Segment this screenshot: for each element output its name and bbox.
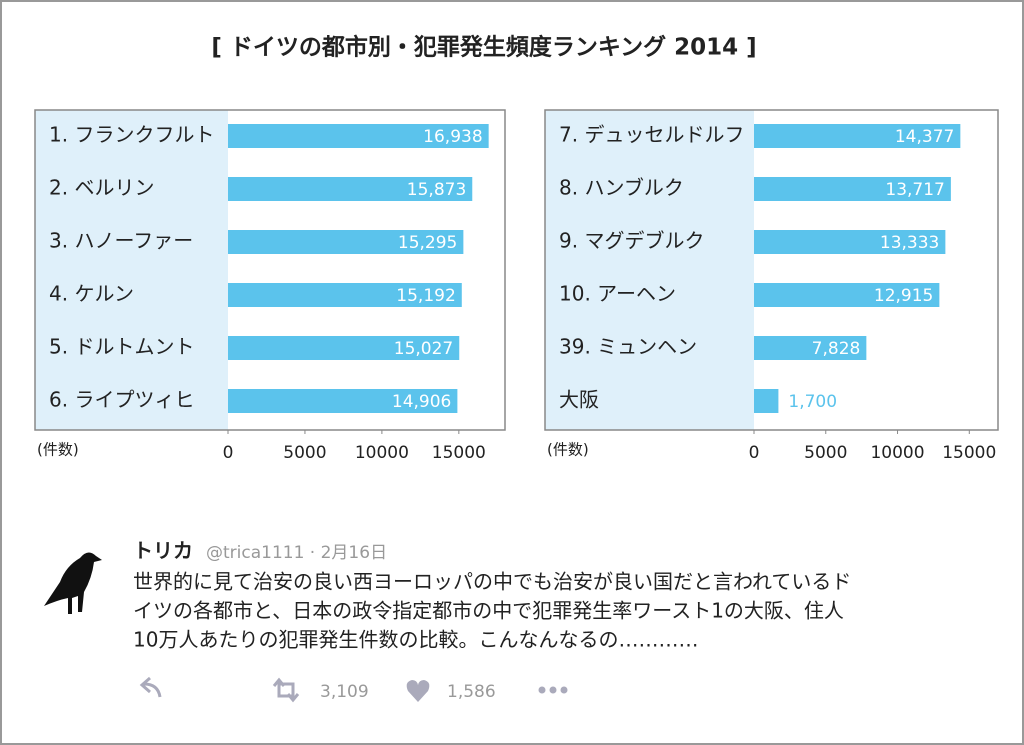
x-tick-label: 5000 <box>283 443 326 463</box>
x-tick-label: 10000 <box>355 443 409 463</box>
x-tick-label: 15000 <box>942 443 996 463</box>
tweet-text: 10万人あたりの犯罪発生件数の比較。こんなんなるの………… <box>133 628 698 652</box>
panel-border <box>34 109 506 431</box>
bar <box>228 230 464 254</box>
tweet-meta[interactable]: @trica1111 · 2月16日 <box>206 543 387 563</box>
tweet-text: 世界的に見て治安の良い西ヨーロッパの中でも治安が良い国だと言われているド <box>133 570 851 594</box>
value-label: 16,938 <box>423 127 482 147</box>
value-label: 13,717 <box>885 180 944 200</box>
x-tick-label: 0 <box>223 443 234 463</box>
like-icon[interactable] <box>406 680 430 702</box>
bar <box>754 283 940 307</box>
retweet-count: 3,109 <box>320 682 369 702</box>
retweet-icon[interactable] <box>272 677 300 703</box>
value-label: 15,027 <box>394 339 453 359</box>
tweet-name[interactable]: トリカ <box>133 539 193 563</box>
x-tick-label: 10000 <box>870 443 924 463</box>
bar <box>228 124 489 148</box>
figure-title: [ ドイツの都市別・犯罪発生頻度ランキング 2014 ] <box>211 34 756 61</box>
bar <box>754 336 867 360</box>
category-label: 10. アーヘン <box>559 282 676 306</box>
category-label: 7. デュッセルドルフ <box>559 123 744 147</box>
like-count: 1,586 <box>447 682 496 702</box>
category-label: 4. ケルン <box>49 282 134 306</box>
value-label: 15,192 <box>396 286 455 306</box>
avatar <box>44 552 102 614</box>
category-label: 3. ハノーファー <box>49 229 193 253</box>
category-label: 大阪 <box>559 388 599 412</box>
value-label: 1,700 <box>788 392 837 412</box>
category-label: 8. ハンブルク <box>559 176 684 200</box>
bar <box>754 177 951 201</box>
x-tick-label: 5000 <box>804 443 847 463</box>
more-icon[interactable] <box>538 686 568 694</box>
bar <box>228 389 458 413</box>
category-label: 39. ミュンヘン <box>559 335 697 359</box>
bar <box>754 124 961 148</box>
category-label: 1. フランクフルト <box>49 123 214 147</box>
category-label: 6. ライプツィヒ <box>49 388 194 412</box>
x-tick-label: 15000 <box>432 443 486 463</box>
bar <box>228 177 473 201</box>
value-label: 13,333 <box>880 233 939 253</box>
panel-border <box>544 109 999 431</box>
x-tick-label: 0 <box>749 443 760 463</box>
bar <box>228 336 460 360</box>
tweet-text: イツの各都市と、日本の政令指定都市の中で犯罪発生率ワースト1の大阪、住人 <box>133 599 844 623</box>
category-label: 5. ドルトムント <box>49 335 194 359</box>
value-label: 12,915 <box>874 286 933 306</box>
value-label: 15,295 <box>398 233 457 253</box>
bar <box>228 283 462 307</box>
value-label: 7,828 <box>812 339 861 359</box>
value-label: 15,873 <box>407 180 466 200</box>
category-label: 2. ベルリン <box>49 176 154 200</box>
label-column <box>545 110 754 430</box>
category-label: 9. マグデブルク <box>559 229 704 253</box>
x-axis-label: (件数) <box>37 441 79 459</box>
value-label: 14,906 <box>392 392 451 412</box>
x-axis-label: (件数) <box>547 441 589 459</box>
reply-icon[interactable] <box>139 676 162 698</box>
bar <box>754 230 946 254</box>
bar <box>754 389 779 413</box>
charts: 0 5000 10000 15000 (件数) 1. フランクフルト 16,938 2. ベル… <box>34 109 999 463</box>
label-column <box>35 110 228 430</box>
value-label: 14,377 <box>895 127 954 147</box>
